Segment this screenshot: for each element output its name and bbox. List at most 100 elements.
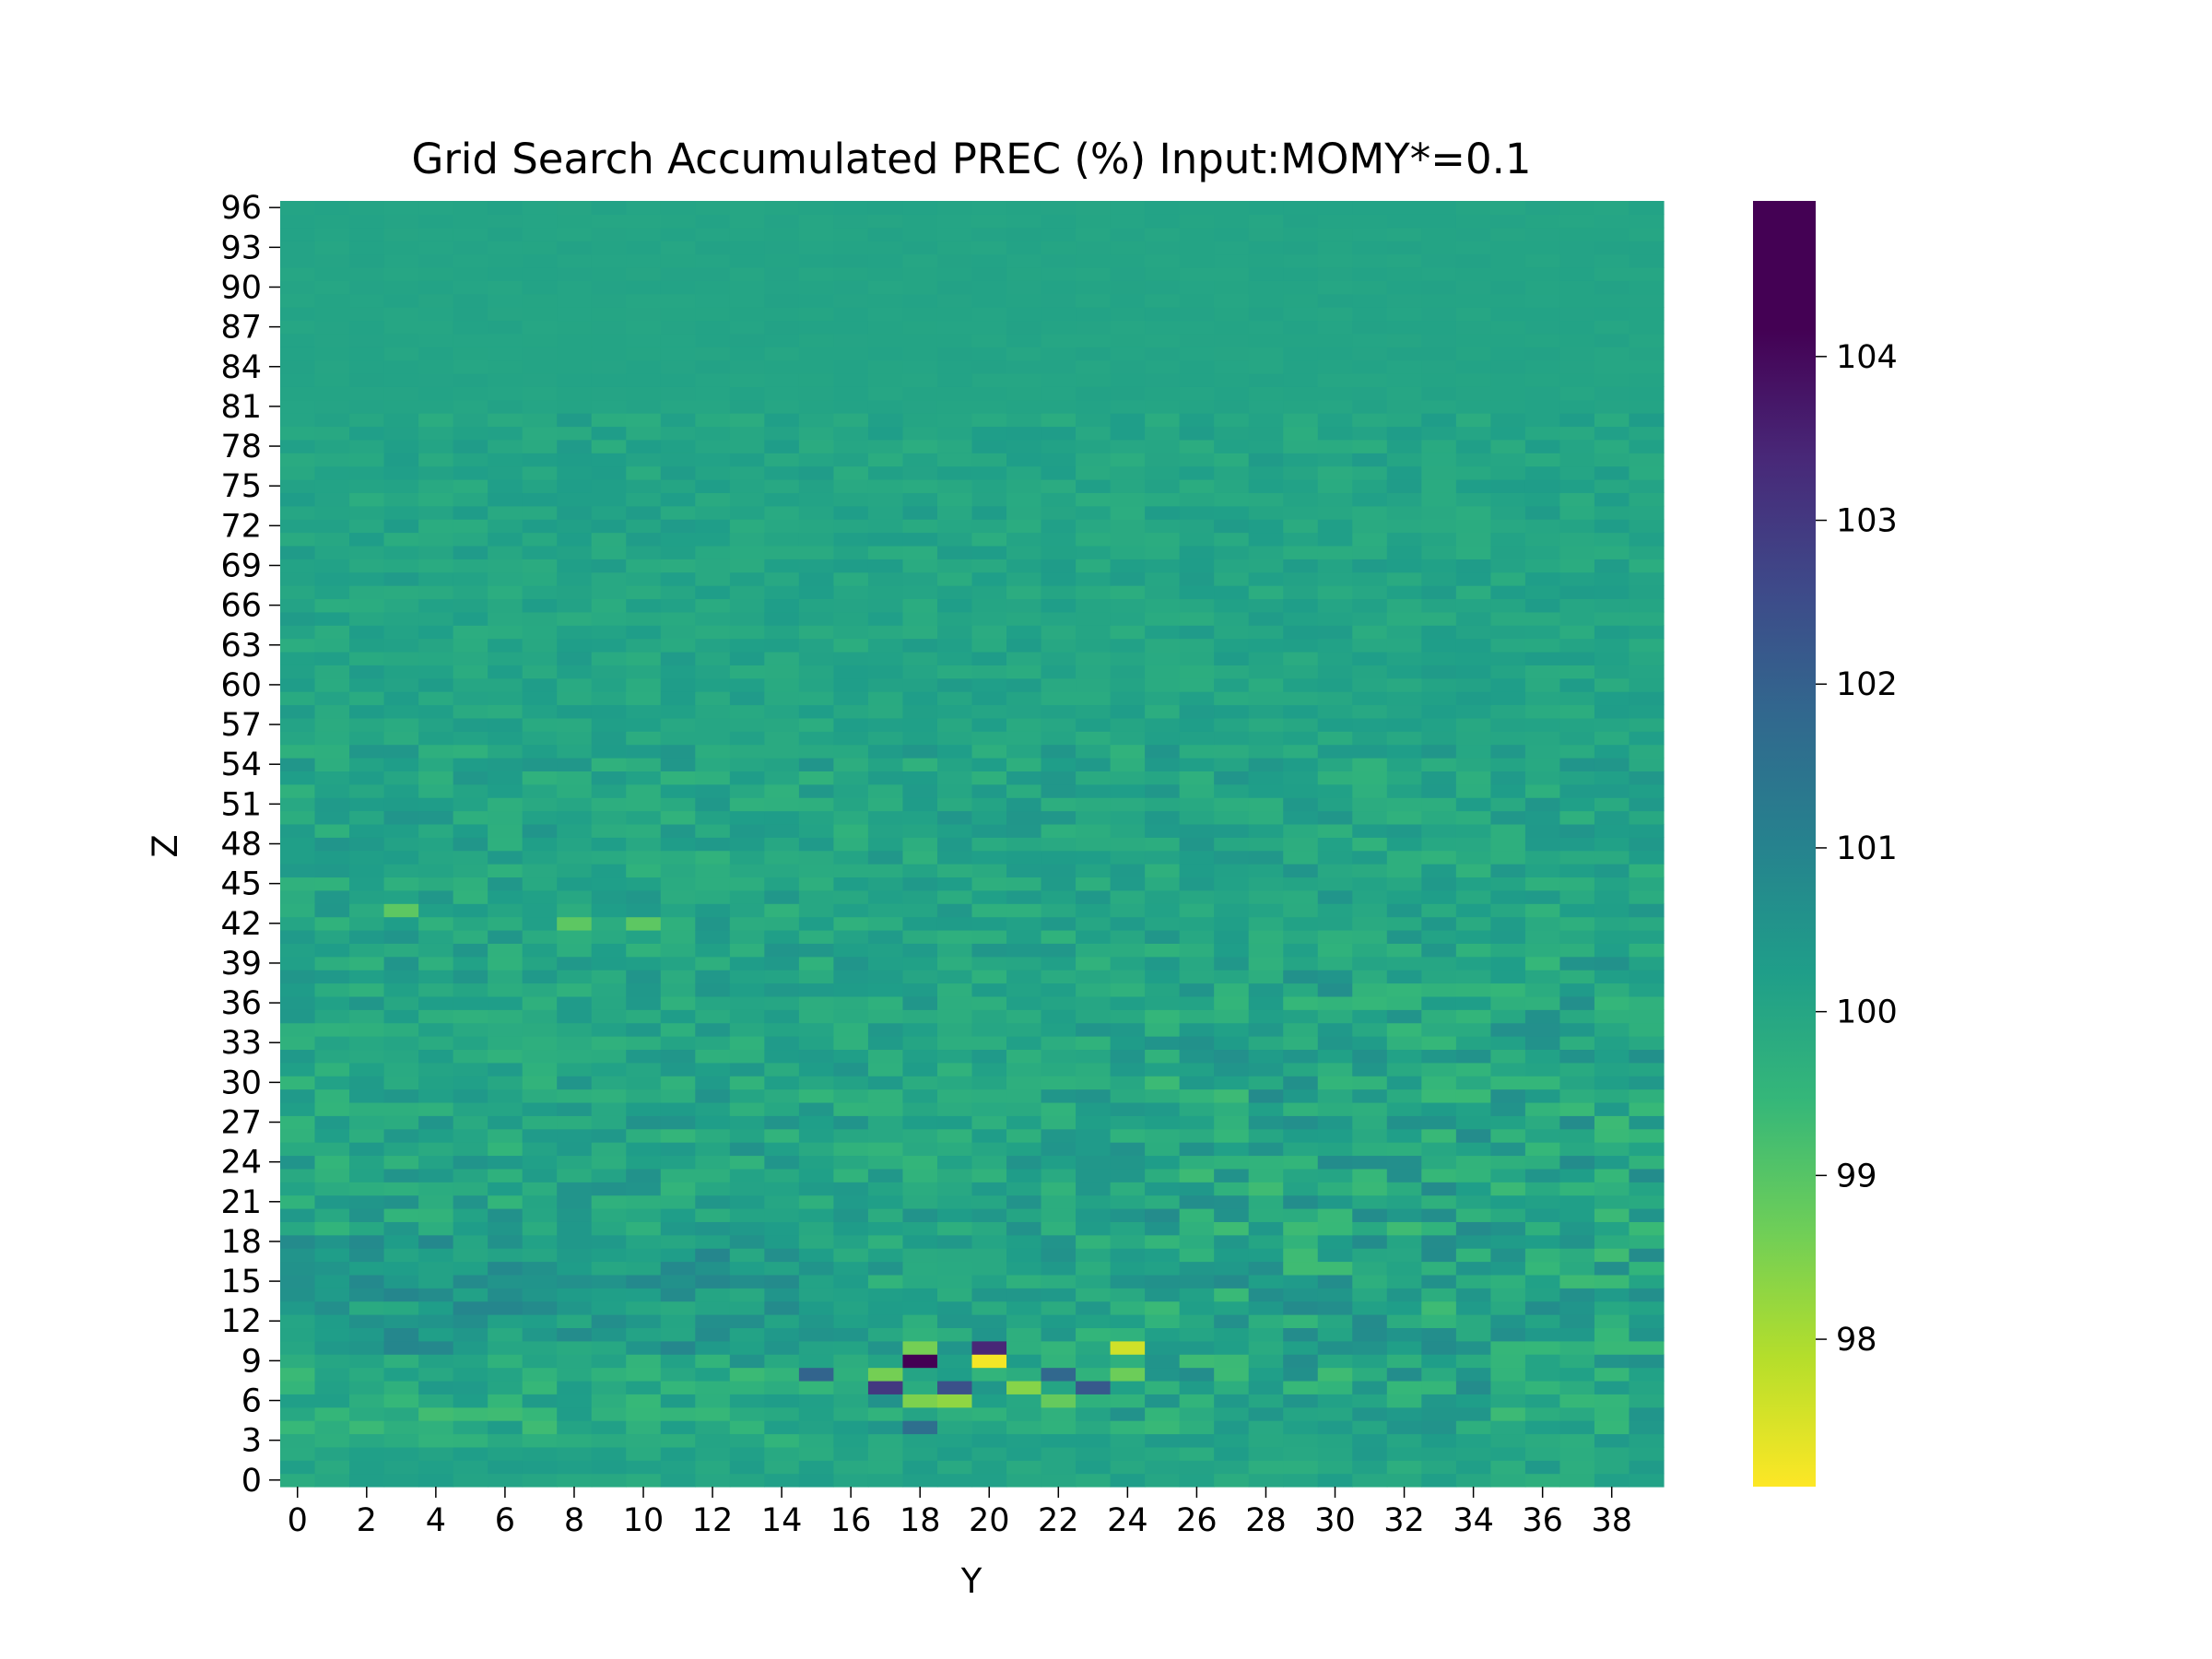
heatmap-cell [1524, 1101, 1561, 1116]
y-tick-label: 66 [220, 588, 262, 625]
heatmap-cell [314, 929, 350, 944]
heatmap-cell [418, 1128, 454, 1143]
heatmap-cell [591, 1261, 627, 1276]
heatmap-cell [1386, 1446, 1422, 1461]
heatmap-cell [383, 1433, 419, 1448]
heatmap-cell [936, 1433, 973, 1448]
heatmap-cell [764, 598, 800, 613]
heatmap-cell [971, 1101, 1007, 1116]
heatmap-cell [522, 1168, 558, 1182]
heatmap-cell [764, 1182, 800, 1196]
heatmap-cell [1490, 1207, 1526, 1222]
heatmap-cell [314, 823, 350, 838]
heatmap-cell [660, 1406, 696, 1421]
heatmap-cell [1076, 1420, 1112, 1435]
heatmap-cell [1421, 227, 1457, 241]
heatmap-cell [1110, 333, 1146, 347]
heatmap-cell [314, 1194, 350, 1209]
heatmap-cell [695, 823, 731, 838]
heatmap-cell [764, 519, 800, 534]
heatmap-cell [280, 598, 316, 613]
heatmap-cell [729, 1327, 765, 1342]
heatmap-cell [280, 943, 316, 958]
heatmap-cell [591, 1155, 627, 1170]
heatmap-cell [1386, 320, 1422, 335]
heatmap-cell [1386, 347, 1422, 361]
heatmap-cell [1386, 929, 1422, 944]
heatmap-cell [349, 1380, 385, 1394]
heatmap-cell [798, 399, 835, 414]
heatmap-cell [902, 280, 938, 295]
heatmap-cell [1110, 372, 1146, 387]
heatmap-cell [1076, 1115, 1112, 1130]
heatmap-cell [902, 638, 938, 653]
heatmap-cell [1317, 1142, 1353, 1157]
heatmap-cell [660, 307, 696, 322]
heatmap-cell [1006, 1194, 1042, 1209]
heatmap-cell [1629, 665, 1665, 679]
heatmap-cell [1559, 559, 1595, 573]
heatmap-cell [314, 585, 350, 600]
heatmap-cell [1179, 677, 1215, 692]
heatmap-cell [798, 1354, 835, 1369]
heatmap-cell [1386, 823, 1422, 838]
heatmap-cell [1006, 611, 1042, 626]
heatmap-cell [1214, 266, 1250, 281]
heatmap-cell [418, 1009, 454, 1024]
heatmap-cell [418, 758, 454, 771]
heatmap-cell [867, 677, 904, 692]
heatmap-cell [1317, 359, 1353, 374]
heatmap-cell [557, 1036, 593, 1051]
heatmap-cell [1214, 439, 1250, 453]
heatmap-cell [1076, 864, 1112, 878]
heatmap-cell [626, 823, 662, 838]
heatmap-cell [695, 877, 731, 891]
heatmap-cell [1283, 439, 1319, 453]
heatmap-cell [695, 1460, 731, 1475]
heatmap-cell [1041, 280, 1077, 295]
heatmap-cell [971, 598, 1007, 613]
heatmap-cell [1317, 691, 1353, 706]
heatmap-cell [1041, 439, 1077, 453]
heatmap-cell [349, 1022, 385, 1037]
heatmap-cell [1283, 227, 1319, 241]
heatmap-cell [591, 1367, 627, 1382]
heatmap-cell [764, 677, 800, 692]
heatmap-cell [660, 943, 696, 958]
heatmap-cell [1145, 651, 1181, 665]
heatmap-cell [1629, 293, 1665, 308]
heatmap-cell [798, 333, 835, 347]
heatmap-cell [867, 1261, 904, 1276]
heatmap-cell [764, 1261, 800, 1276]
heatmap-cell [1110, 850, 1146, 865]
heatmap-cell [902, 797, 938, 812]
heatmap-cell [798, 479, 835, 493]
heatmap-cell [764, 611, 800, 626]
heatmap-cell [383, 1036, 419, 1051]
heatmap-cell [1629, 1394, 1665, 1408]
heatmap-cell [280, 783, 316, 798]
heatmap-cell [280, 1394, 316, 1408]
y-tick-label: 63 [220, 628, 262, 665]
heatmap-cell [798, 253, 835, 268]
heatmap-cell [1629, 611, 1665, 626]
heatmap-cell [1110, 1062, 1146, 1077]
heatmap-cell [488, 1460, 524, 1475]
heatmap-cell [1041, 956, 1077, 971]
heatmap-cell [383, 877, 419, 891]
heatmap-cell [1455, 1142, 1491, 1157]
heatmap-cell [1041, 571, 1077, 586]
heatmap-cell [1006, 956, 1042, 971]
heatmap-cell [1455, 214, 1491, 229]
heatmap-cell [1629, 889, 1665, 904]
heatmap-cell [280, 929, 316, 944]
heatmap-cell [867, 1142, 904, 1157]
heatmap-cell [1179, 1433, 1215, 1448]
heatmap-cell [1594, 1115, 1630, 1130]
heatmap-cell [626, 837, 662, 852]
heatmap-cell [1386, 1300, 1422, 1315]
heatmap-cell [971, 929, 1007, 944]
heatmap-cell [418, 479, 454, 493]
heatmap-cell [1145, 1142, 1181, 1157]
heatmap-cell [1041, 1274, 1077, 1288]
